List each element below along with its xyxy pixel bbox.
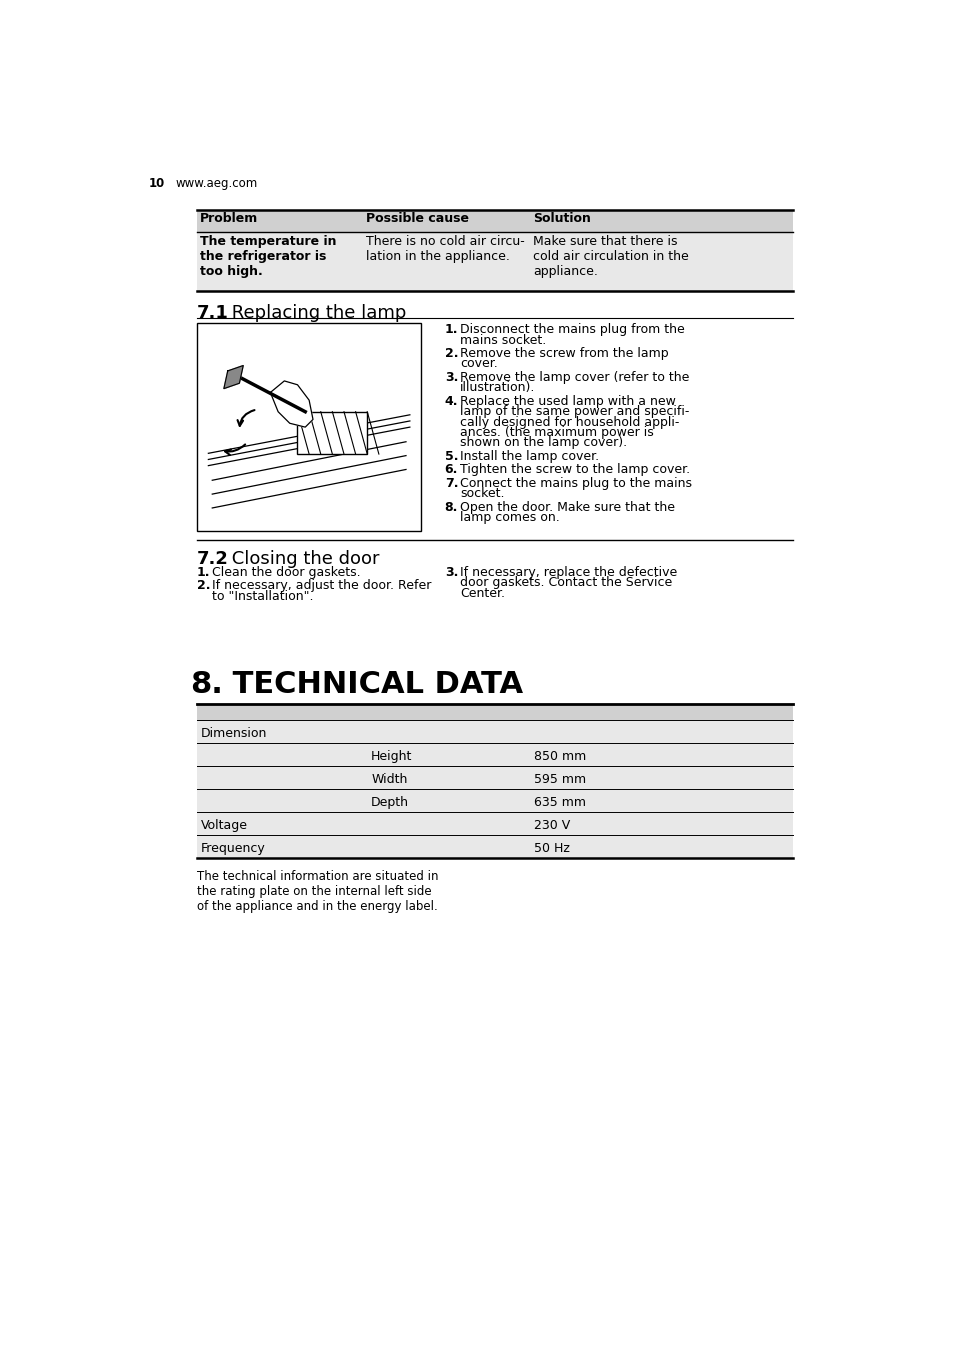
Bar <box>196 210 793 231</box>
Text: Problem: Problem <box>199 212 258 226</box>
Text: Solution: Solution <box>533 212 590 226</box>
Text: Dimension: Dimension <box>200 726 267 740</box>
Text: lamp comes on.: lamp comes on. <box>459 511 559 525</box>
Text: ances. (the maximum power is: ances. (the maximum power is <box>459 426 654 439</box>
Bar <box>196 813 793 836</box>
Text: 7.1: 7.1 <box>196 304 229 322</box>
Text: Closing the door: Closing the door <box>226 549 379 568</box>
Text: 5.: 5. <box>444 450 457 462</box>
Text: If necessary, replace the defective: If necessary, replace the defective <box>459 565 677 579</box>
Text: 50 Hz: 50 Hz <box>534 842 569 856</box>
Text: 1.: 1. <box>444 323 457 337</box>
Bar <box>297 412 367 454</box>
Bar <box>196 704 793 719</box>
Text: Center.: Center. <box>459 587 505 599</box>
Text: 595 mm: 595 mm <box>534 773 585 786</box>
Polygon shape <box>270 381 313 427</box>
FancyArrowPatch shape <box>225 445 245 456</box>
Bar <box>196 767 793 790</box>
Text: Replacing the lamp: Replacing the lamp <box>226 304 406 322</box>
Text: Clean the door gaskets.: Clean the door gaskets. <box>212 565 360 579</box>
Text: 10: 10 <box>149 177 165 189</box>
Text: Remove the screw from the lamp: Remove the screw from the lamp <box>459 347 668 360</box>
Bar <box>196 742 793 767</box>
Text: 230 V: 230 V <box>534 819 570 831</box>
Text: The technical information are situated in
the rating plate on the internal left : The technical information are situated i… <box>196 869 437 913</box>
Text: Disconnect the mains plug from the: Disconnect the mains plug from the <box>459 323 684 337</box>
Text: door gaskets. Contact the Service: door gaskets. Contact the Service <box>459 576 672 589</box>
Text: 3.: 3. <box>444 370 457 384</box>
Bar <box>196 790 793 813</box>
Text: cally designed for household appli-: cally designed for household appli- <box>459 415 679 429</box>
Text: Height: Height <box>371 750 412 763</box>
Text: 1.: 1. <box>196 565 210 579</box>
FancyArrowPatch shape <box>237 410 254 426</box>
Text: Replace the used lamp with a new: Replace the used lamp with a new <box>459 395 676 408</box>
Text: 3.: 3. <box>444 565 457 579</box>
Text: 7.: 7. <box>444 477 457 489</box>
Text: There is no cold air circu-
lation in the appliance.: There is no cold air circu- lation in th… <box>366 235 525 264</box>
Text: 2.: 2. <box>196 579 210 592</box>
Text: to "Installation".: to "Installation". <box>212 589 314 603</box>
Text: TECHNICAL DATA: TECHNICAL DATA <box>222 669 523 699</box>
Text: shown on the lamp cover).: shown on the lamp cover). <box>459 437 627 449</box>
Text: 4.: 4. <box>444 395 457 408</box>
Text: 7.2: 7.2 <box>196 549 229 568</box>
Text: 8.: 8. <box>191 669 223 699</box>
Text: Install the lamp cover.: Install the lamp cover. <box>459 450 598 462</box>
Text: illustration).: illustration). <box>459 381 535 395</box>
Text: Connect the mains plug to the mains: Connect the mains plug to the mains <box>459 477 692 489</box>
Text: socket.: socket. <box>459 487 504 500</box>
Text: Remove the lamp cover (refer to the: Remove the lamp cover (refer to the <box>459 370 689 384</box>
Text: cover.: cover. <box>459 357 497 370</box>
Bar <box>196 719 793 742</box>
Text: If necessary, adjust the door. Refer: If necessary, adjust the door. Refer <box>212 579 431 592</box>
Text: The temperature in
the refrigerator is
too high.: The temperature in the refrigerator is t… <box>199 235 336 279</box>
Text: 2.: 2. <box>444 347 457 360</box>
Text: Make sure that there is
cold air circulation in the
appliance.: Make sure that there is cold air circula… <box>533 235 688 279</box>
Text: Frequency: Frequency <box>200 842 265 856</box>
Text: Possible cause: Possible cause <box>366 212 469 226</box>
Text: 6.: 6. <box>444 464 457 476</box>
Text: Tighten the screw to the lamp cover.: Tighten the screw to the lamp cover. <box>459 464 690 476</box>
Text: www.aeg.com: www.aeg.com <box>174 177 257 189</box>
Text: lamp of the same power and specifi-: lamp of the same power and specifi- <box>459 406 689 418</box>
Text: Voltage: Voltage <box>200 819 248 831</box>
Text: 8.: 8. <box>444 500 457 514</box>
Polygon shape <box>224 365 243 388</box>
Bar <box>196 323 421 531</box>
Text: mains socket.: mains socket. <box>459 334 546 346</box>
Text: 635 mm: 635 mm <box>534 796 585 808</box>
Bar <box>196 836 793 859</box>
Text: Open the door. Make sure that the: Open the door. Make sure that the <box>459 500 675 514</box>
Text: 850 mm: 850 mm <box>534 750 585 763</box>
Text: Depth: Depth <box>371 796 409 808</box>
Text: Width: Width <box>371 773 407 786</box>
Bar <box>196 231 793 291</box>
